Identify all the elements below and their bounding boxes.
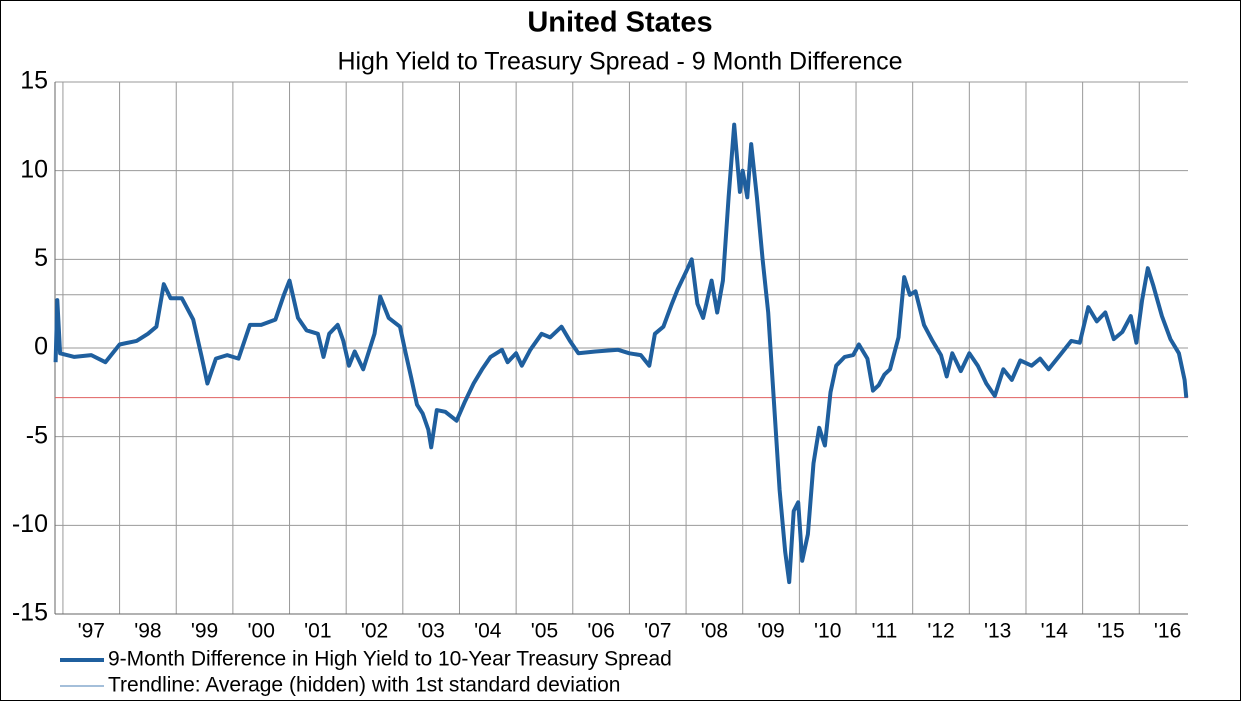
y-tick-label: 15 [20, 67, 48, 95]
legend-label: Trendline: Average (hidden) with 1st sta… [108, 674, 620, 697]
x-tick-label: '03 [417, 620, 444, 643]
x-tick-label: '06 [587, 620, 614, 643]
y-tick-label: 0 [34, 333, 48, 361]
x-tick-label: '01 [304, 620, 331, 643]
x-tick-label: '08 [701, 620, 728, 643]
x-tick-label: '09 [757, 620, 784, 643]
x-tick-label: '10 [814, 620, 841, 643]
x-tick-label: '15 [1097, 620, 1124, 643]
legend-label: 9-Month Difference in High Yield to 10-Y… [108, 648, 672, 671]
x-tick-label: '16 [1154, 620, 1181, 643]
x-tick-label: '11 [871, 620, 897, 643]
chart-title: United States [527, 7, 712, 39]
y-tick-label: 5 [34, 244, 48, 272]
x-tick-label: '13 [984, 620, 1011, 643]
y-tick-label: -10 [12, 510, 48, 538]
x-tick-label: '12 [927, 620, 954, 643]
x-tick-label: '07 [644, 620, 671, 643]
x-tick-label: '04 [474, 620, 502, 643]
x-tick-label: '99 [191, 620, 218, 643]
x-tick-label: '05 [531, 620, 558, 643]
y-tick-label: 10 [20, 155, 48, 183]
chart-subtitle: High Yield to Treasury Spread - 9 Month … [337, 48, 902, 76]
data-line [53, 122, 1189, 585]
x-tick-label: '00 [248, 620, 275, 643]
x-tick-label: '14 [1041, 620, 1069, 643]
x-tick-label: '02 [361, 620, 388, 643]
y-tick-label: -5 [26, 421, 48, 449]
x-tick-label: '98 [134, 620, 161, 643]
y-tick-label: -15 [12, 599, 48, 627]
x-tick-label: '97 [78, 620, 105, 643]
